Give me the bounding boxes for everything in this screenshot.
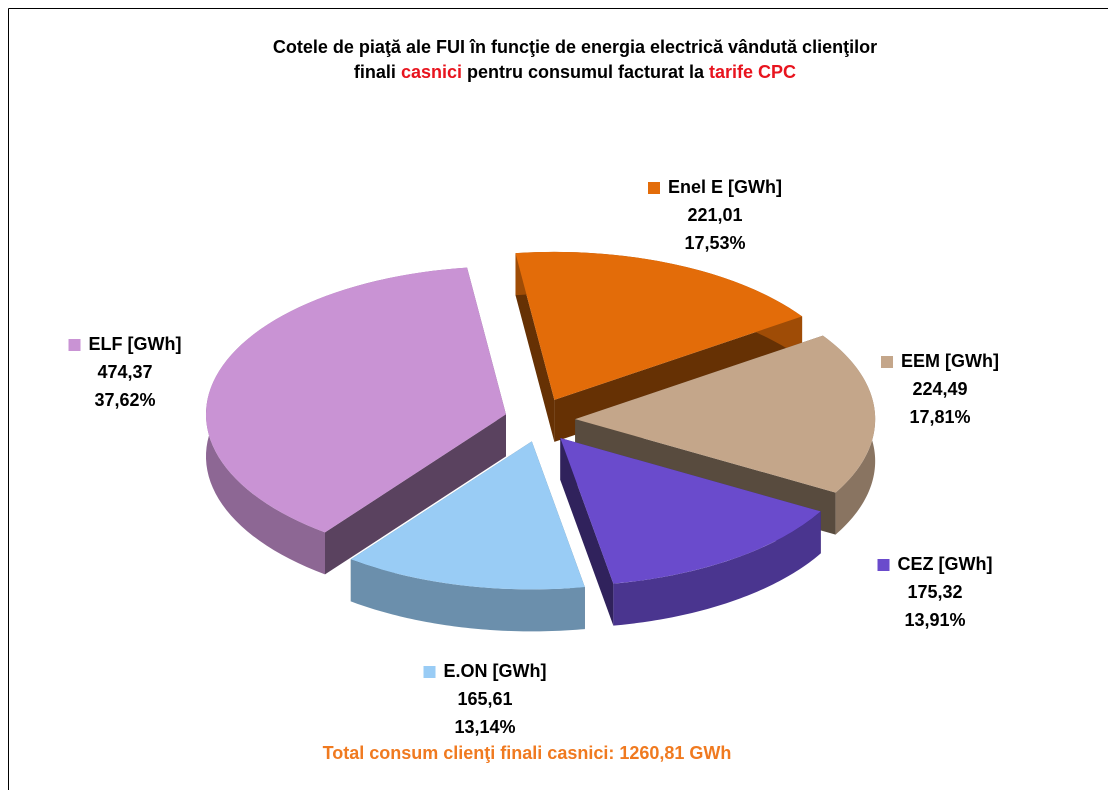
legend-swatch	[423, 666, 436, 678]
labels: Enel E [GWh] 221,01 17,53% EEM [GWh] 224,49 1…	[68, 177, 999, 737]
legend-label: EEM [GWh]	[901, 351, 999, 371]
value-label: 221,01	[687, 205, 742, 225]
legend-label: CEZ [GWh]	[898, 554, 993, 574]
slice-wall	[515, 253, 555, 442]
slice	[205, 267, 506, 533]
legend-label: Enel E [GWh]	[668, 177, 782, 197]
value-label: 175,32	[907, 582, 962, 602]
slice	[575, 335, 876, 493]
value-label: 165,61	[457, 689, 512, 709]
percent-label: 17,81%	[909, 407, 970, 427]
slice	[350, 441, 585, 590]
title-part: pentru consumul facturat la	[462, 62, 709, 82]
slice-wall	[560, 437, 614, 626]
legend-swatch	[648, 182, 660, 194]
value-label: 474,37	[97, 362, 152, 382]
legend-swatch	[881, 356, 894, 368]
title-part: finali	[354, 62, 401, 82]
percent-label: 37,62%	[94, 390, 155, 410]
percent-label: 13,14%	[454, 717, 515, 737]
legend-label: E.ON [GWh]	[444, 661, 547, 681]
slice	[515, 251, 803, 400]
chart-title: Cotele de piaţă ale FUI în funcţie de en…	[273, 37, 877, 57]
legend-swatch	[68, 339, 81, 351]
title-part: tarife CPC	[709, 62, 796, 82]
slice-wall	[324, 414, 506, 575]
value-label: 224,49	[912, 379, 967, 399]
slice-side	[350, 559, 585, 632]
title-part: casnici	[401, 62, 462, 82]
annotation: Total consum clienţi finali casnici: 126…	[323, 743, 732, 763]
legend-label: ELF [GWh]	[89, 334, 182, 354]
chart-title: finali casnici pentru consumul facturat …	[354, 62, 796, 82]
slice-side	[613, 511, 821, 626]
pie	[205, 251, 876, 632]
percent-label: 13,91%	[904, 610, 965, 630]
percent-label: 17,53%	[684, 233, 745, 253]
legend-swatch	[877, 559, 890, 571]
slice	[560, 437, 821, 584]
title-part: Cotele de piaţă ale FUI în funcţie de en…	[273, 37, 877, 57]
